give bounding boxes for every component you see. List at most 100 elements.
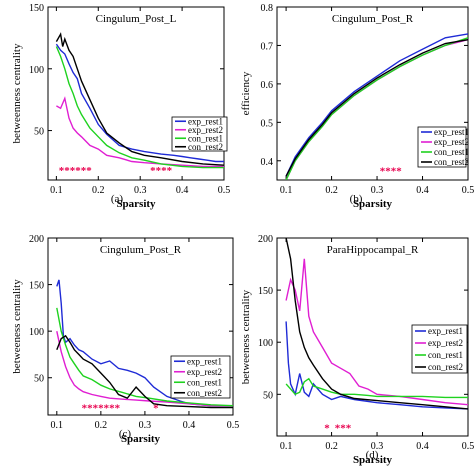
y-tick-label: 150 <box>29 281 44 292</box>
y-tick-label: 150 <box>258 286 273 297</box>
panel-3: 0.1 0.2 0.3 0.4 0.5 50 100 150 200 ParaHippocampa… <box>240 234 474 466</box>
series-line-exp-rest1 <box>55 43 224 163</box>
plot-frame <box>276 237 469 437</box>
legend-box <box>171 116 228 152</box>
panel-title: Cingulum_Post_L <box>96 13 177 25</box>
legend-box <box>170 355 231 399</box>
y-tick-label: 150 <box>29 3 44 14</box>
y-tick-label: 0.4 <box>261 157 274 168</box>
x-tick-label: 0.4 <box>183 420 196 431</box>
x-tick-label: 0.3 <box>371 185 384 196</box>
y-axis-label: efficiency <box>240 71 252 115</box>
legend-entry: exp_rest1 <box>434 127 469 137</box>
x-tick-label: 0.4 <box>416 185 429 196</box>
y-axis-label: betweenness centrality <box>11 43 23 143</box>
x-tick-label: 0.5 <box>462 441 474 452</box>
x-tick-label: 0.2 <box>325 185 338 196</box>
x-tick-label: 0.2 <box>95 420 108 431</box>
legend-entry: exp_rest2 <box>187 367 222 377</box>
plot-frame <box>47 6 225 181</box>
legend-entry: con_rest1 <box>428 350 463 360</box>
panel-sublabel: (a) <box>111 193 124 205</box>
significance-stars: **** <box>150 165 173 177</box>
y-tick-label: 0.5 <box>261 118 274 129</box>
series-line-con-rest2 <box>56 334 233 409</box>
series-line-con-rest1 <box>56 307 233 407</box>
series-line-con-rest1 <box>285 37 468 180</box>
x-tick-label: 0.5 <box>227 420 240 431</box>
x-tick-label: 0.1 <box>280 185 293 196</box>
panel-title: ParaHippocampal_R <box>327 244 419 256</box>
y-tick-label: 50 <box>263 390 273 401</box>
panel-sublabel: (b) <box>350 193 363 205</box>
significance-stars: * <box>153 403 159 415</box>
x-axis-label: Sparsity <box>116 198 156 210</box>
y-tick-label: 200 <box>29 234 44 245</box>
legend-entry: con_rest1 <box>434 147 469 157</box>
series-line-con-rest2 <box>285 238 468 410</box>
legend-entry: con_rest2 <box>428 362 463 372</box>
y-tick-label: 100 <box>258 338 273 349</box>
legend-entry: exp_rest2 <box>434 137 469 147</box>
panel-sublabel: (d) <box>366 449 379 461</box>
plot-frame <box>276 6 469 181</box>
panel-0: 0.1 0.2 0.3 0.4 0.5 50 100 150 Cingulum_Post_L Sp… <box>11 3 230 210</box>
y-tick-label: 100 <box>29 327 44 338</box>
legend-entry: con_rest2 <box>187 388 222 398</box>
y-tick-label: 0.8 <box>261 3 274 14</box>
x-tick-label: 0.4 <box>176 185 189 196</box>
series-line-exp-rest1 <box>56 279 233 407</box>
x-tick-label: 0.1 <box>280 441 293 452</box>
x-tick-label: 0.1 <box>51 420 64 431</box>
x-tick-label: 0.4 <box>416 441 429 452</box>
legend-box <box>411 324 468 374</box>
x-tick-label: 0.1 <box>50 185 63 196</box>
significance-stars: *** <box>335 423 352 435</box>
legend-entry: exp_rest2 <box>188 125 223 135</box>
x-tick-label: 0.5 <box>462 185 474 196</box>
series-line-exp-rest1 <box>285 33 468 177</box>
y-axis-label: betweeness centrality <box>240 289 252 384</box>
legend-box <box>417 126 467 168</box>
y-tick-label: 0.6 <box>261 80 274 91</box>
series-line-con-rest1 <box>55 46 224 169</box>
panel-title: Cingulum_Post_R <box>100 244 182 256</box>
series-line-con-rest1 <box>285 377 468 399</box>
y-tick-label: 50 <box>34 374 44 385</box>
x-axis-label: Sparsity <box>121 433 161 445</box>
legend: exp_rest1 exp_rest2 con_rest1 con_rest2 <box>411 324 468 374</box>
y-tick-label: 200 <box>258 234 273 245</box>
x-tick-label: 0.2 <box>325 441 338 452</box>
significance-stars: ******* <box>82 403 121 415</box>
panel-2: 0.1 0.2 0.3 0.4 0.5 50 100 150 200 Cingulum_Post_… <box>11 234 239 445</box>
series-line-exp-rest1 <box>285 321 468 410</box>
plot-frame <box>47 237 234 416</box>
x-axis-label: Sparsity <box>353 454 393 466</box>
x-tick-label: 0.3 <box>139 420 152 431</box>
significance-stars: * <box>324 423 330 435</box>
x-tick-label: 0.3 <box>134 185 147 196</box>
y-axis-label: betweeness centrality <box>11 279 23 374</box>
y-tick-label: 50 <box>34 127 44 138</box>
x-tick-label: 0.5 <box>218 185 231 196</box>
legend-entry: con_rest2 <box>434 157 469 167</box>
series-line-con-rest2 <box>285 39 468 177</box>
legend-entry: exp_rest1 <box>428 326 463 336</box>
legend-entry: exp_rest1 <box>188 116 223 126</box>
x-tick-label: 0.3 <box>371 441 384 452</box>
legend-entry: con_rest1 <box>187 377 222 387</box>
series-line-con-rest2 <box>55 32 224 166</box>
x-axis-label: Sparsity <box>353 198 393 210</box>
y-tick-label: 100 <box>29 65 44 76</box>
series-line-exp-rest2 <box>56 331 233 407</box>
legend-entry: con_rest2 <box>188 142 223 152</box>
y-tick-label: 0.7 <box>261 41 274 52</box>
x-tick-label: 0.2 <box>92 185 105 196</box>
legend-entry: exp_rest1 <box>187 356 222 366</box>
significance-stars: **** <box>380 165 403 177</box>
legend-entry: exp_rest2 <box>428 338 463 348</box>
legend-entry: con_rest1 <box>188 133 223 143</box>
